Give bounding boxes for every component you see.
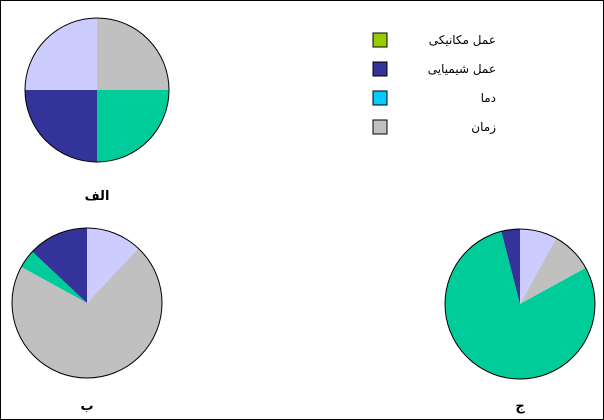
- pie-slice: [97, 90, 169, 162]
- pie-outline: [11, 227, 163, 379]
- legend-item: عمل مکانیکی: [372, 32, 496, 48]
- legend-item: دما: [372, 90, 496, 106]
- pies-group: الف ب ج: [11, 17, 596, 414]
- legend-label: عمل مکانیکی: [429, 33, 496, 47]
- legend-item: زمان: [372, 119, 496, 135]
- pie-slice: [25, 18, 97, 90]
- pie-slice: [501, 229, 520, 304]
- pie-label: ب: [80, 399, 93, 414]
- legend-swatch: [372, 32, 388, 48]
- pie-slice: [520, 238, 586, 304]
- pie-outline: [444, 228, 596, 380]
- legend-swatch: [372, 90, 388, 106]
- pie-slice: [444, 231, 595, 380]
- legend-label: زمان: [471, 120, 496, 135]
- pie-label: الف: [85, 189, 110, 204]
- legend-swatch: [372, 119, 388, 135]
- pie-slice: [97, 18, 169, 90]
- legend-label: دما: [481, 91, 496, 105]
- pie-chart: ج: [444, 228, 596, 414]
- pie-label: ج: [515, 399, 525, 414]
- legend: عمل مکانیکی عمل شیمیایی دما زمان: [372, 32, 496, 135]
- pie-slice: [21, 251, 88, 303]
- pie-slice: [12, 248, 163, 379]
- pie-slice: [25, 90, 97, 162]
- legend-swatch: [372, 61, 388, 77]
- pie-slice: [520, 229, 557, 304]
- legend-label: عمل شیمیایی: [428, 62, 496, 76]
- pie-slice: [32, 228, 87, 303]
- pie-chart: ب: [11, 227, 163, 414]
- pie-outline: [24, 17, 170, 163]
- legend-item: عمل شیمیایی: [372, 61, 496, 77]
- pie-chart: الف: [24, 17, 170, 204]
- pie-slice: [87, 228, 139, 303]
